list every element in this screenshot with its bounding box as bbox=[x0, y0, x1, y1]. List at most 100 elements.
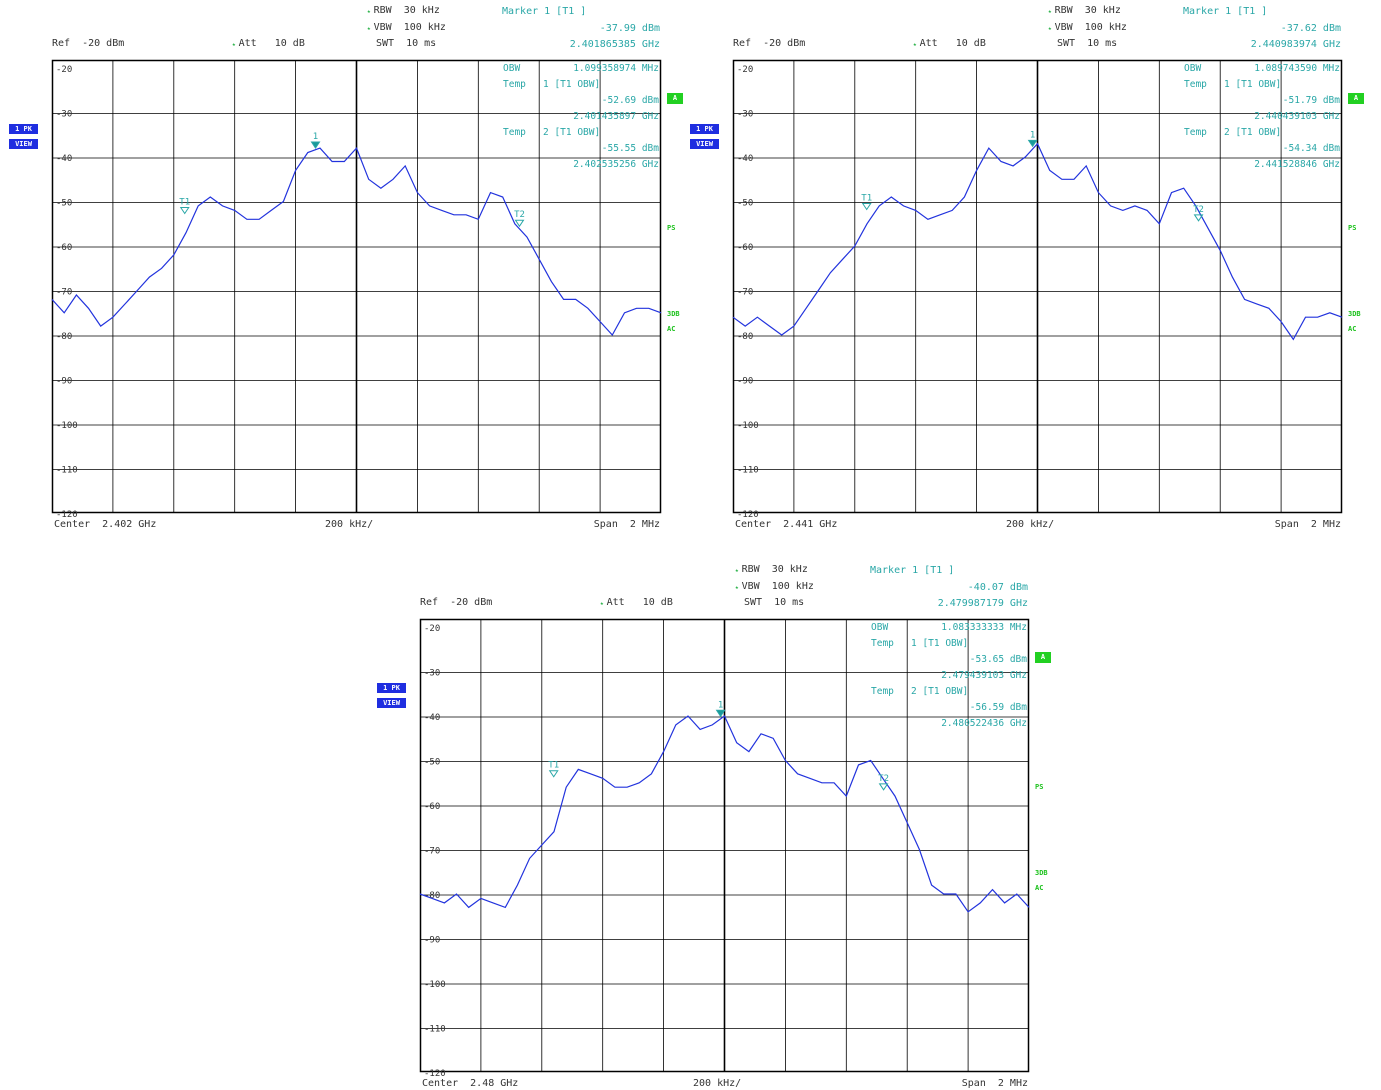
temp2-label: Temp bbox=[871, 686, 894, 697]
marker-title: Marker 1 [T1 ] bbox=[1183, 6, 1268, 17]
temp2-level: -56.59 dBm bbox=[970, 702, 1027, 713]
marker-level: -37.62 dBm bbox=[1280, 23, 1341, 34]
marker-label: T2 bbox=[1193, 205, 1204, 215]
temp2-frequency: 2.441528846 GHz bbox=[1254, 159, 1340, 170]
spectrum-plot: -20 -30 -40 -50 -60 -70 -80 -90 -100 -110 -120 OBW 1… bbox=[419, 618, 1030, 1079]
y-tick-label: -120 bbox=[56, 510, 78, 520]
star-icon: ★ bbox=[367, 25, 371, 32]
y-tick-label: -120 bbox=[737, 510, 759, 520]
att-value: Att 10 dB bbox=[238, 38, 305, 49]
rbw-value: RBW 30 kHz bbox=[373, 5, 440, 16]
ref-level: Ref -20 dBm bbox=[52, 38, 125, 49]
3db-label: 3DB bbox=[667, 310, 680, 318]
y-tick-label: -80 bbox=[737, 332, 753, 342]
marker-triangle-icon bbox=[1027, 139, 1038, 148]
att-value: Att 10 dB bbox=[606, 597, 673, 608]
obw-label: OBW bbox=[1184, 63, 1201, 74]
marker-label: T1 bbox=[179, 197, 190, 207]
temp2-level: -54.34 dBm bbox=[1283, 143, 1340, 154]
attenuation: ★ Att 10 dB bbox=[913, 38, 986, 49]
y-tick-label: -90 bbox=[56, 377, 72, 387]
y-tick-label: -90 bbox=[737, 377, 753, 387]
marker-title: Marker 1 [T1 ] bbox=[502, 6, 587, 17]
trigger-a-badge: A bbox=[1035, 652, 1051, 663]
marker-title: Marker 1 [T1 ] bbox=[870, 565, 955, 576]
star-icon: ★ bbox=[735, 567, 739, 574]
sweep-time: SWT 10 ms bbox=[744, 597, 805, 608]
rbw-label: ★ RBW 30 kHz bbox=[1048, 5, 1121, 16]
temp2-level: -55.55 dBm bbox=[602, 143, 659, 154]
y-tick-label: -30 bbox=[737, 110, 753, 120]
spectrum-trace bbox=[732, 142, 1343, 341]
temp2-trace: 2 [T1 OBW] bbox=[543, 127, 600, 138]
temp1-trace: 1 [T1 OBW] bbox=[911, 638, 968, 649]
temp1-label: Temp bbox=[871, 638, 894, 649]
vbw-value: VBW 100 kHz bbox=[1054, 22, 1127, 33]
marker-label: 1 bbox=[313, 132, 318, 142]
rbw-label: ★ RBW 30 kHz bbox=[367, 5, 440, 16]
y-tick-label: -70 bbox=[424, 847, 440, 857]
trigger-a-badge: A bbox=[1348, 93, 1364, 104]
obw-label: OBW bbox=[503, 63, 520, 74]
vbw-value: VBW 100 kHz bbox=[741, 581, 814, 592]
marker-1: 1 bbox=[1027, 130, 1038, 148]
obw-value: 1.083333333 MHz bbox=[941, 622, 1027, 633]
y-tick-label: -60 bbox=[424, 802, 440, 812]
temp1-label: Temp bbox=[1184, 79, 1207, 90]
temp1-frequency: 2.479439103 GHz bbox=[941, 670, 1027, 681]
obw-value: 1.099358974 MHz bbox=[573, 63, 659, 74]
marker-triangle-icon bbox=[861, 202, 872, 211]
marker-triangle-icon bbox=[310, 141, 321, 149]
rbw-value: RBW 30 kHz bbox=[741, 564, 808, 575]
y-tick-label: -60 bbox=[56, 243, 72, 253]
star-icon: ★ bbox=[1048, 25, 1052, 32]
marker-triangle-icon bbox=[1193, 214, 1204, 222]
3db-label: 3DB bbox=[1035, 869, 1048, 877]
vbw-label: ★ VBW 100 kHz bbox=[367, 22, 446, 33]
ps-label: PS bbox=[1035, 783, 1044, 791]
marker-1: 1 bbox=[715, 700, 726, 718]
y-tick-label: -20 bbox=[424, 624, 440, 634]
marker-triangle-icon bbox=[548, 770, 559, 778]
star-icon: ★ bbox=[735, 584, 739, 591]
temp1-trace: 1 [T1 OBW] bbox=[543, 79, 600, 90]
marker-label: 1 bbox=[718, 700, 723, 710]
y-tick-label: -80 bbox=[424, 891, 440, 901]
y-tick-label: -70 bbox=[56, 288, 72, 298]
y-tick-label: -20 bbox=[56, 65, 72, 75]
marker-t2: T2 bbox=[1193, 205, 1204, 222]
temp1-frequency: 2.401435897 GHz bbox=[573, 111, 659, 122]
ps-label: PS bbox=[1348, 224, 1357, 232]
obw-value: 1.089743590 MHz bbox=[1254, 63, 1340, 74]
temp2-label: Temp bbox=[503, 127, 526, 138]
sweep-time: SWT 10 ms bbox=[376, 38, 437, 49]
marker-t1: T1 bbox=[861, 193, 872, 211]
marker-t1: T1 bbox=[179, 197, 190, 215]
star-icon: ★ bbox=[913, 41, 917, 48]
trace-pk-badge: 1 PK bbox=[9, 124, 38, 134]
y-tick-label: -30 bbox=[424, 669, 440, 679]
span-value: Span 2 MHz bbox=[593, 519, 660, 530]
marker-t1: T1 bbox=[548, 761, 559, 778]
spectrum-trace bbox=[51, 146, 662, 337]
division-scale: 200 kHz/ bbox=[693, 1078, 742, 1089]
attenuation: ★ Att 10 dB bbox=[600, 597, 673, 608]
temp2-frequency: 2.402535256 GHz bbox=[573, 159, 659, 170]
spectrum-plot: -20 -30 -40 -50 -60 -70 -80 -90 -100 -110 -120 OBW 1… bbox=[51, 59, 662, 520]
star-icon: ★ bbox=[232, 41, 236, 48]
trace-pk-badge: 1 PK bbox=[377, 683, 406, 693]
marker-label: T1 bbox=[548, 761, 559, 771]
vbw-label: ★ VBW 100 kHz bbox=[735, 581, 814, 592]
trace-view-badge: VIEW bbox=[9, 139, 38, 149]
y-tick-label: -30 bbox=[56, 110, 72, 120]
temp1-level: -53.65 dBm bbox=[970, 654, 1027, 665]
temp2-trace: 2 [T1 OBW] bbox=[911, 686, 968, 697]
y-tick-label: -40 bbox=[56, 154, 72, 164]
division-scale: 200 kHz/ bbox=[1006, 519, 1055, 530]
spectrum-plot: -20 -30 -40 -50 -60 -70 -80 -90 -100 -110 -120 OBW 1… bbox=[732, 59, 1343, 520]
rbw-value: RBW 30 kHz bbox=[1054, 5, 1121, 16]
star-icon: ★ bbox=[367, 8, 371, 15]
span-value: Span 2 MHz bbox=[961, 1078, 1028, 1089]
marker-1: 1 bbox=[310, 132, 321, 149]
y-tick-label: -20 bbox=[737, 65, 753, 75]
